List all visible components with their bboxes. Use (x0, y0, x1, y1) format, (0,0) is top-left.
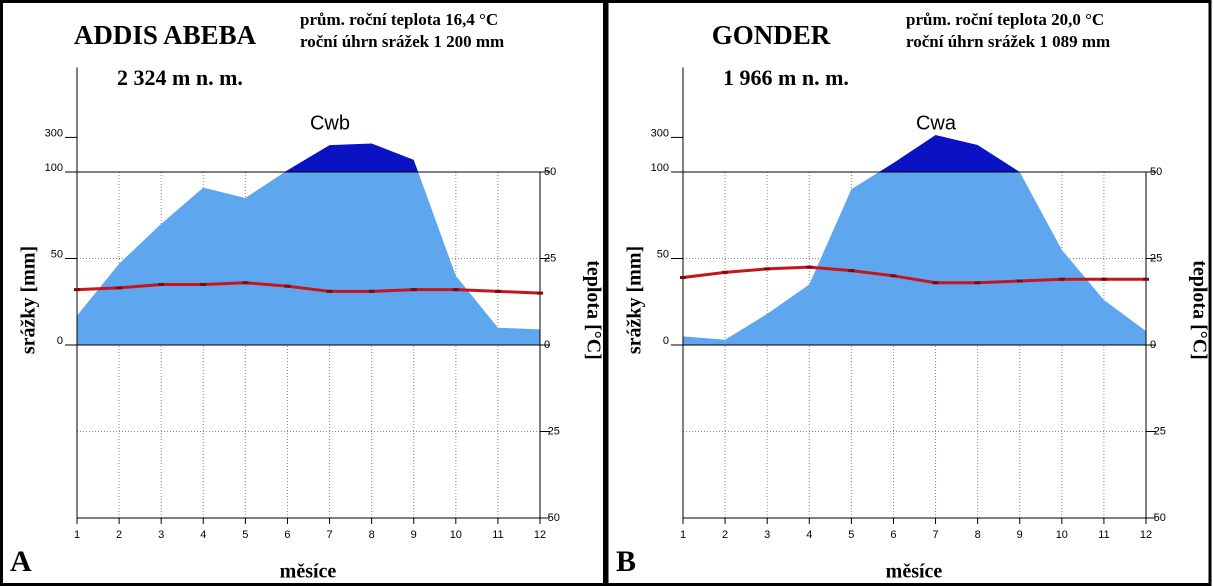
x-tick-label: 6 (890, 529, 896, 541)
y-tick-label: 100 (45, 162, 63, 174)
subtitle: prům. roční teplota 20,0 °C (906, 10, 1104, 29)
subtitle: roční úhrn srážek 1 089 mm (906, 32, 1110, 51)
x-tick-label: 6 (284, 529, 290, 541)
subtitle: prům. roční teplota 16,4 °C (300, 10, 498, 29)
x-tick-label: 11 (492, 529, 503, 541)
panel-label: A (10, 545, 32, 578)
x-tick-label: 8 (369, 529, 375, 541)
precipitation-area (77, 172, 540, 345)
y-tick-label: 0 (57, 335, 63, 347)
precipitation-area (683, 172, 1146, 345)
x-tick-label: 9 (1017, 529, 1023, 541)
chart-title: ADDIS ABEBA (74, 20, 257, 50)
y2-tick-label: -25 (544, 425, 560, 437)
x-tick-label: 7 (326, 529, 332, 541)
panel-border (0, 0, 606, 586)
x-tick-label: 10 (1056, 529, 1068, 541)
x-tick-label: 4 (806, 529, 812, 541)
y-tick-label: 50 (51, 248, 63, 260)
y2-tick-label: -25 (1150, 425, 1166, 437)
x-tick-label: 12 (534, 529, 546, 541)
elevation: 1 966 m n. m. (723, 65, 849, 90)
x-tick-label: 5 (242, 529, 248, 541)
elevation: 2 324 m n. m. (117, 65, 243, 90)
x-tick-label: 5 (848, 529, 854, 541)
y2-tick-label: -50 (1150, 512, 1166, 524)
y2-tick-label: 25 (1150, 252, 1162, 264)
x-tick-label: 1 (680, 529, 686, 541)
subtitle: roční úhrn srážek 1 200 mm (300, 32, 504, 51)
x-axis-label: měsíce (886, 561, 943, 583)
x-tick-label: 8 (975, 529, 981, 541)
y2-tick-label: 50 (544, 166, 556, 178)
x-tick-label: 9 (411, 529, 417, 541)
x-tick-label: 7 (932, 529, 938, 541)
chart-title: GONDER (712, 20, 831, 50)
y2-axis-label: teplota [°C] (582, 260, 604, 360)
y-tick-label: 300 (45, 127, 63, 139)
panel: GONDER prům. roční teplota 20,0 °C roční ú… (605, 0, 1212, 586)
x-axis-label: měsíce (280, 561, 337, 583)
panel-label: B (616, 545, 636, 578)
y2-tick-label: 0 (544, 339, 550, 351)
panel-border (605, 0, 1212, 586)
temperature-line (682, 265, 1146, 285)
x-tick-label: 12 (1140, 529, 1152, 541)
y-tick-label: 50 (657, 248, 669, 260)
y2-tick-label: -50 (544, 512, 560, 524)
humid-area (879, 134, 1020, 172)
x-tick-label: 2 (116, 529, 122, 541)
temperature-line (76, 281, 541, 295)
y-tick-label: 0 (663, 335, 669, 347)
panel: ADDIS ABEBA prům. roční teplota 16,4 °C ro… (0, 0, 606, 586)
climate-class: Cwa (916, 112, 957, 134)
x-tick-label: 10 (450, 529, 462, 541)
y-tick-label: 300 (651, 127, 669, 139)
y2-tick-label: 50 (1150, 166, 1162, 178)
climate-class: Cwb (310, 112, 350, 134)
x-tick-label: 11 (1098, 529, 1109, 541)
humid-area (284, 143, 419, 172)
y2-tick-label: 25 (544, 252, 556, 264)
y-axis-label: srážky [mm] (18, 246, 40, 354)
x-tick-label: 2 (722, 529, 728, 541)
x-tick-label: 3 (158, 529, 164, 541)
y2-axis-label: teplota [°C] (1188, 260, 1210, 360)
x-tick-label: 3 (764, 529, 770, 541)
y2-tick-label: 0 (1150, 339, 1156, 351)
x-tick-label: 4 (200, 529, 206, 541)
x-tick-label: 1 (74, 529, 80, 541)
y-axis-label: srážky [mm] (624, 246, 646, 354)
y-tick-label: 100 (651, 162, 669, 174)
